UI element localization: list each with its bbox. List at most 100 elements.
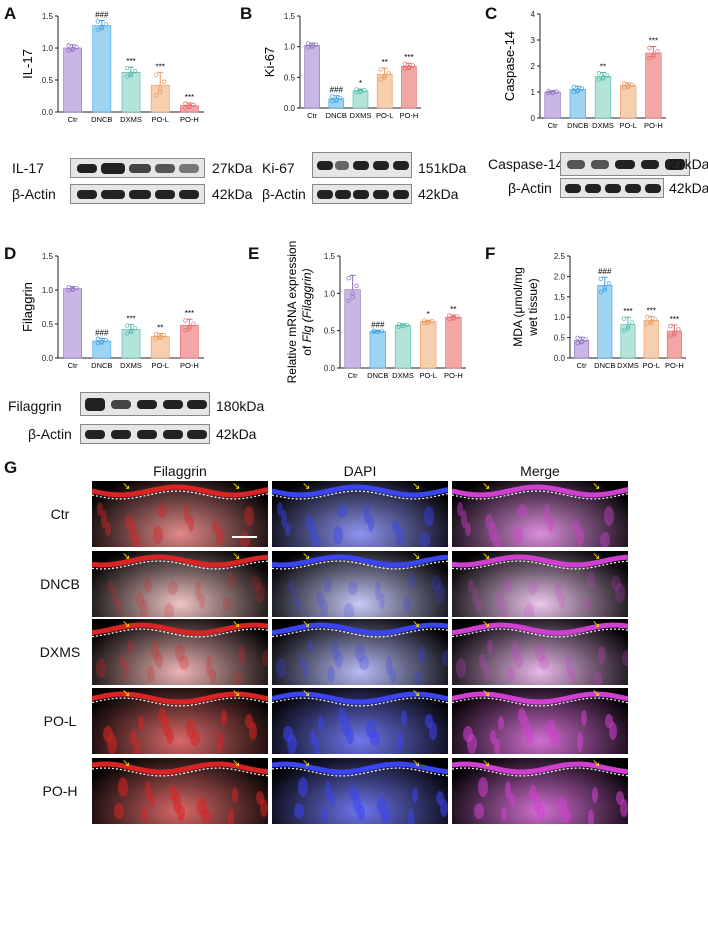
y-tick-label: 0.5 (284, 73, 296, 82)
hair-follicle (537, 805, 545, 821)
significance-label: *** (623, 307, 632, 316)
hair-follicle (321, 807, 327, 821)
data-point (95, 19, 100, 24)
x-tick-label: DNCB (367, 371, 388, 380)
hair-follicle (136, 591, 144, 607)
data-point (386, 70, 391, 75)
data-point (651, 54, 656, 59)
blot-a-actin-row (70, 184, 205, 204)
x-tick-label: DXMS (617, 361, 639, 370)
hair-follicle (386, 656, 392, 676)
x-tick-label: DNCB (91, 115, 112, 124)
hair-follicle (485, 514, 493, 530)
blot-b-actin-kda: 42kDa (418, 186, 459, 202)
hair-follicle (611, 575, 621, 591)
hair-follicle (379, 593, 385, 609)
hair-follicle (507, 666, 515, 682)
hair-follicle (331, 640, 339, 660)
data-point (66, 284, 71, 290)
micrograph-merge-po-h: ↘ ↘ (452, 758, 628, 824)
epidermis-layer (92, 691, 268, 705)
hair-follicle (305, 514, 313, 530)
hair-follicle (468, 579, 474, 593)
panel-letter-b: B (240, 4, 253, 23)
y-axis-label-line1: Relative mRNA expression (285, 241, 299, 384)
arrow-marker-icon: ↘ (122, 758, 130, 769)
data-point (354, 90, 359, 95)
hair-follicle (478, 777, 488, 797)
data-point (305, 41, 311, 46)
basement-membrane-line (92, 767, 268, 777)
hair-follicle (116, 599, 122, 613)
data-point (95, 336, 100, 341)
arrow-marker-icon: ↘ (412, 551, 420, 562)
hair-follicle (309, 522, 317, 542)
hair-follicle (206, 656, 212, 676)
hair-follicle (576, 528, 584, 546)
data-point (124, 331, 130, 336)
significance-label: ### (330, 86, 344, 95)
hair-follicle (587, 571, 595, 589)
panel-letter-c: C (485, 4, 498, 23)
basement-membrane-line (452, 628, 628, 638)
panel-letter-e: E (248, 244, 260, 263)
row-label-dxms: DXMS (39, 644, 81, 660)
data-point (99, 26, 104, 31)
x-tick-label: DXMS (350, 111, 372, 120)
y-axis-label-line1: MDA (μmol/mg (511, 267, 525, 347)
data-point (451, 316, 456, 321)
hair-follicle (489, 522, 497, 542)
hair-follicle (294, 803, 304, 819)
hair-follicle (498, 716, 504, 730)
hair-follicle (140, 599, 148, 617)
hair-follicle (221, 710, 227, 726)
data-point (579, 86, 584, 91)
hair-follicle (483, 662, 489, 680)
y-tick-label: 2 (531, 62, 536, 71)
hair-follicle (496, 591, 504, 607)
data-point (334, 98, 339, 103)
hair-follicle (138, 716, 144, 730)
hair-follicle (141, 807, 147, 821)
epidermis-layer (92, 554, 268, 568)
micrograph-filaggrin-dncb: ↘ ↘ (92, 551, 268, 617)
hair-follicle (577, 732, 583, 752)
y-axis-label: Filaggrin (20, 282, 35, 332)
hair-follicle (600, 532, 610, 547)
panel-letter-f: F (485, 244, 496, 263)
hair-follicle (216, 528, 224, 546)
arrow-marker-icon: ↘ (232, 619, 240, 630)
hair-follicle (526, 728, 534, 744)
hair-follicle (476, 599, 482, 613)
arrow-marker-icon: ↘ (482, 619, 490, 630)
data-point (546, 88, 551, 94)
x-tick-label: Ctr (68, 115, 79, 124)
data-point (430, 319, 435, 324)
data-point (649, 320, 654, 325)
hair-follicle (179, 656, 189, 670)
data-point (396, 322, 402, 327)
hair-follicle (97, 502, 103, 516)
blot-c-actin-kda: 42kDa (669, 180, 708, 196)
data-point (598, 276, 603, 281)
micrograph-dapi-po-h: ↘ ↘ (272, 758, 448, 824)
hair-follicle (232, 787, 238, 803)
data-point (625, 326, 631, 331)
hair-follicle (276, 658, 286, 678)
arrow-marker-icon: ↘ (302, 551, 310, 562)
arrow-marker-icon: ↘ (412, 619, 420, 630)
x-tick-label: PO-H (665, 361, 684, 370)
data-point (350, 295, 355, 300)
data-point (99, 340, 104, 345)
data-point (154, 93, 159, 98)
data-point (191, 321, 196, 326)
hair-follicle (501, 807, 507, 821)
hair-follicle (157, 504, 167, 518)
hair-follicle (129, 522, 137, 542)
hair-follicle (292, 587, 298, 605)
hair-follicle (285, 522, 291, 536)
hair-follicle (555, 581, 561, 601)
